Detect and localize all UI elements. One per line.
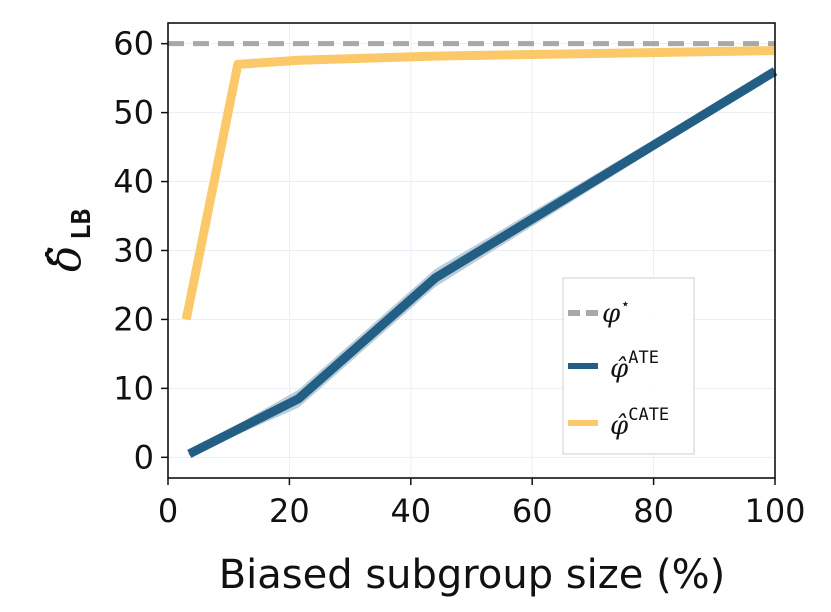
x-tick-label: 80 — [633, 492, 674, 530]
x-tick-label: 20 — [269, 492, 310, 530]
x-tick-label: 40 — [390, 492, 431, 530]
data-point-ate-1 — [188, 453, 190, 455]
legend: φ⋆ φ̂ATE φ̂CATE — [562, 277, 695, 455]
x-tick-label: 100 — [744, 492, 805, 530]
data-point-cate-2 — [434, 55, 436, 57]
y-tick-label: 30 — [113, 232, 154, 270]
x-axis-title: Biased subgroup size (%) — [219, 552, 726, 598]
data-point-ate-1 — [434, 277, 436, 279]
y-tick-label: 10 — [113, 369, 154, 407]
data-point-cate-2 — [185, 318, 187, 320]
data-point-cate-2 — [298, 59, 300, 61]
legend-label-phi-star: φ⋆ — [602, 295, 630, 329]
svg-text:LB: LB — [67, 209, 97, 240]
y-tick-label: 50 — [113, 94, 154, 132]
y-tick-label: 40 — [113, 163, 154, 201]
x-ticks: 0 20 40 60 80 100 — [158, 478, 806, 530]
x-tick-label: 60 — [512, 492, 553, 530]
y-tick-label: 60 — [113, 25, 154, 63]
plot-frame — [167, 22, 776, 479]
legend-label-ate: φ̂ATE — [610, 348, 659, 384]
data-point-ate-1 — [298, 398, 300, 400]
data-point-cate-2 — [237, 63, 239, 65]
series — [167, 41, 778, 458]
x-tick-label: 0 — [158, 492, 178, 530]
y-axis-title: δ̂ LB — [40, 209, 97, 272]
series-line-ate-1 — [187, 67, 778, 458]
y-ticks: 0 10 20 30 40 50 60 — [113, 25, 168, 476]
y-tick-label: 0 — [134, 438, 154, 476]
y-tick-label: 20 — [113, 300, 154, 338]
legend-label-cate: φ̂CATE — [610, 405, 669, 441]
svg-text:δ̂: δ̂ — [40, 246, 91, 273]
